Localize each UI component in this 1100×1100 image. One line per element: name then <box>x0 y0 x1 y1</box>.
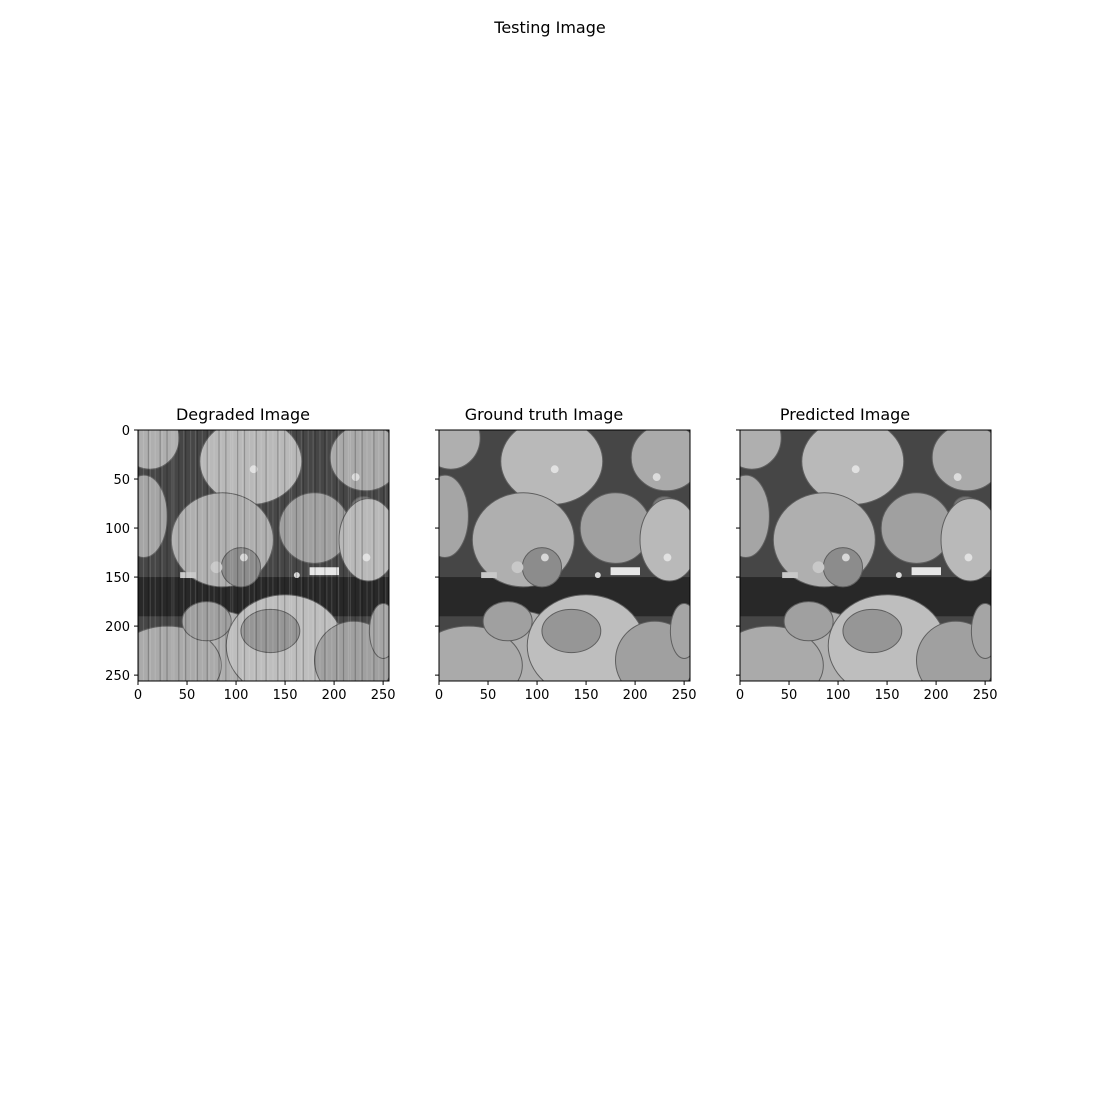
x-tick-label: 0 <box>435 688 443 703</box>
x-tick-label: 100 <box>224 688 249 703</box>
fruit-shape <box>822 547 864 588</box>
fruit-shape <box>801 430 905 506</box>
fruit-shape <box>138 430 180 470</box>
fruit-shape <box>439 430 481 470</box>
x-tick-label: 250 <box>672 688 697 703</box>
fruit-shape <box>368 603 389 659</box>
fruit-shape <box>639 498 690 582</box>
x-tick-label: 250 <box>371 688 396 703</box>
x-tick-label: 200 <box>623 688 648 703</box>
x-tick-label: 200 <box>322 688 347 703</box>
fruit-shape <box>181 601 232 642</box>
fruit-shape <box>138 474 168 558</box>
fruit-shape <box>240 608 301 654</box>
x-tick-label: 50 <box>179 688 196 703</box>
fruit-shape <box>439 474 469 558</box>
y-tick-label: 100 <box>105 522 130 537</box>
x-tick-label: 100 <box>525 688 550 703</box>
panel-axes-svg: 0 50 100 150 200 250 <box>435 429 697 703</box>
fruit-shape <box>482 601 533 642</box>
predicted-image-title: Predicted Image <box>779 405 911 424</box>
fruit-shape <box>931 430 991 492</box>
degraded-image-panel: Degraded Image 0 50 100 150 200 250 0 50 100 150 2… <box>105 405 415 705</box>
stripe-noise <box>138 430 387 681</box>
y-tick-label: 200 <box>105 620 130 635</box>
fruit-shape <box>199 430 303 506</box>
fruit-shape <box>541 608 602 654</box>
fruit-shape <box>669 603 690 659</box>
y-tick-label: 150 <box>105 571 130 586</box>
axes-frame <box>438 429 691 682</box>
x-tick-label: 150 <box>875 688 900 703</box>
fruit-shape <box>842 608 903 654</box>
predicted-image-panel: Predicted Image 0 50 100 150 200 250 <box>717 405 1017 705</box>
fruit-shape <box>940 498 991 582</box>
grayscale-image <box>439 430 690 681</box>
fruit-shape <box>630 430 690 492</box>
fruit-shape <box>740 430 782 470</box>
panel-axes-svg: 0 50 100 150 200 250 <box>736 429 998 703</box>
y-tick-label: 250 <box>105 669 130 684</box>
figure-title: Testing Image <box>494 18 606 37</box>
x-tick-label: 50 <box>480 688 497 703</box>
fruit-shape <box>521 547 563 588</box>
x-tick-label: 150 <box>273 688 298 703</box>
grayscale-image <box>740 430 991 681</box>
fruit-shape <box>329 430 389 492</box>
x-tick-label: 150 <box>574 688 599 703</box>
ground-truth-image-panel: Ground truth Image 0 50 100 150 200 250 <box>416 405 716 705</box>
y-tick-label: 0 <box>122 424 130 439</box>
fruit-shape <box>740 474 770 558</box>
fruit-shape <box>970 603 991 659</box>
axes-frame <box>137 429 390 682</box>
degraded-image-title: Degraded Image <box>175 405 311 424</box>
fruit-shape <box>500 430 604 506</box>
ground-truth-image-title: Ground truth Image <box>464 405 624 424</box>
x-tick-label: 100 <box>826 688 851 703</box>
fruit-shape <box>338 498 389 582</box>
x-tick-label: 50 <box>781 688 798 703</box>
fruit-shape <box>783 601 834 642</box>
panel-axes-svg: 0 50 100 150 200 250 0 50 100 150 200 250 <box>105 424 396 703</box>
fruit-shape <box>880 492 953 564</box>
x-tick-label: 0 <box>134 688 142 703</box>
x-tick-label: 0 <box>736 688 744 703</box>
axes-frame <box>739 429 992 682</box>
grayscale-image <box>138 430 389 681</box>
x-tick-label: 250 <box>973 688 998 703</box>
fruit-shape <box>579 492 652 564</box>
y-tick-label: 50 <box>113 473 130 488</box>
x-tick-label: 200 <box>924 688 949 703</box>
